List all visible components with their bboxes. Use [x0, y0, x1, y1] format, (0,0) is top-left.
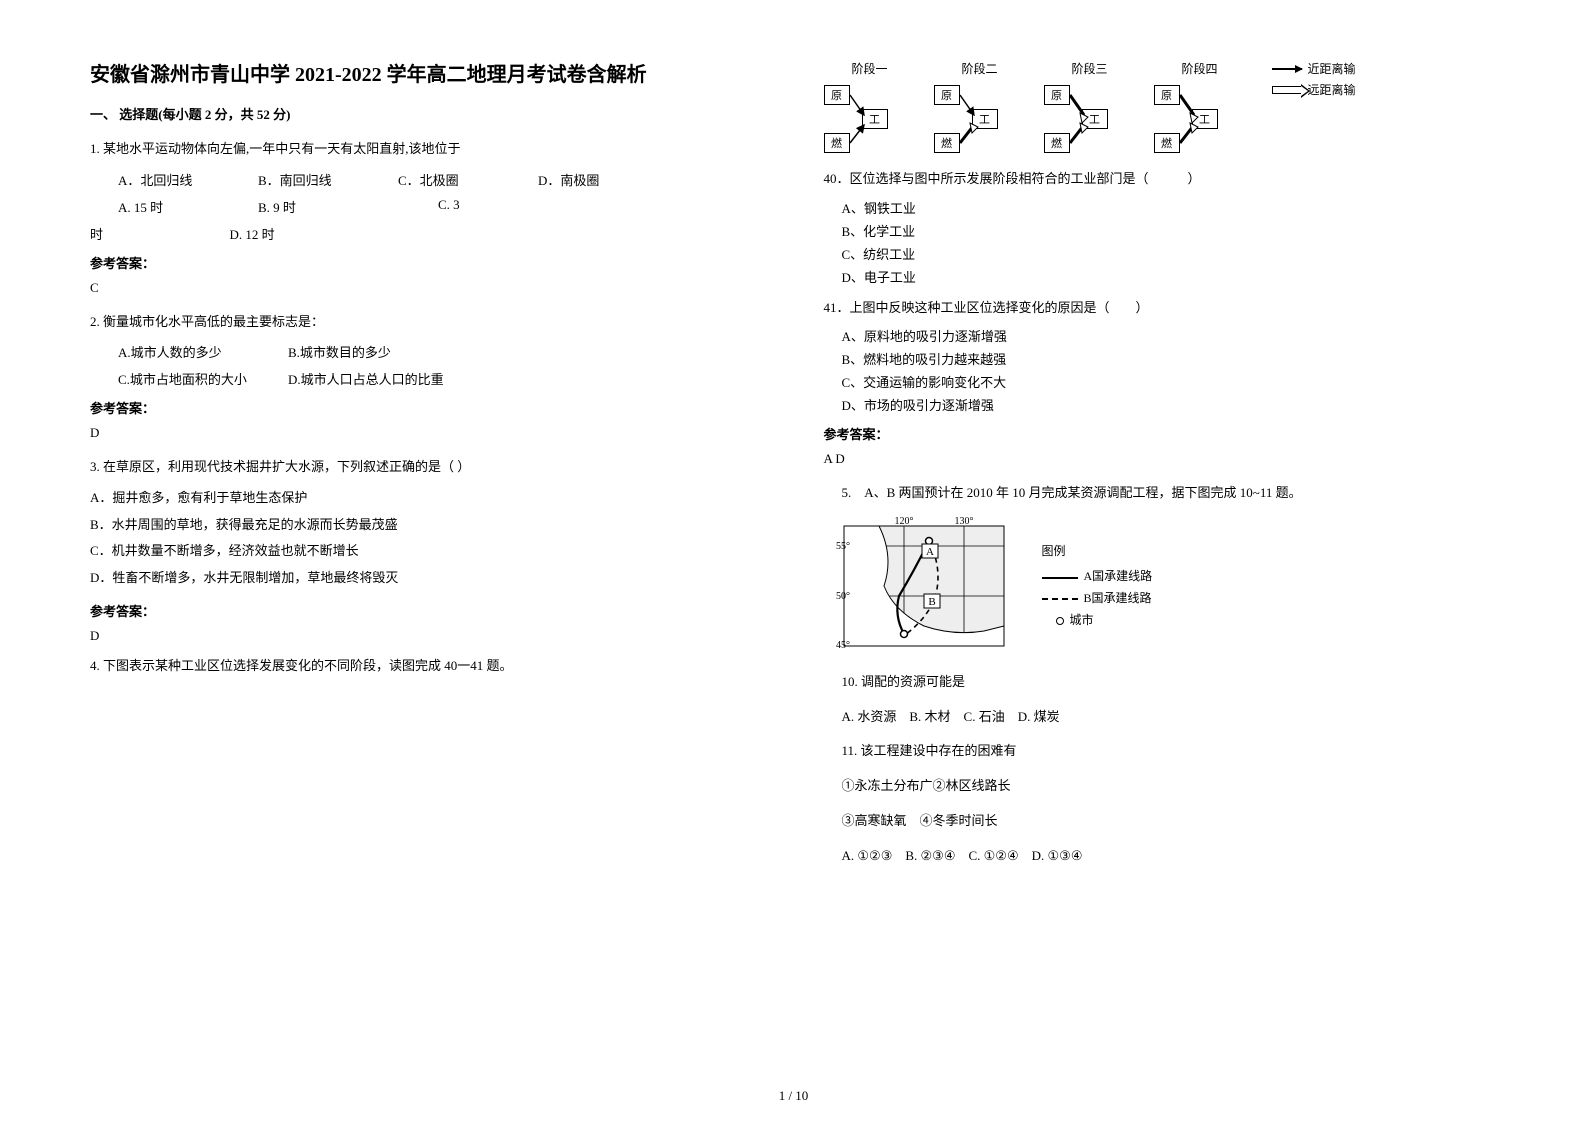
box-gong: 工 [972, 109, 998, 129]
q2-options-row1: A.城市人数的多少 B.城市数目的多少 [118, 342, 764, 361]
page-title: 安徽省滁州市青山中学 2021-2022 学年高二地理月考试卷含解析 [90, 60, 764, 90]
q1-options-row2: A. 15 时 B. 9 时 C. 3 [118, 197, 764, 216]
svg-text:55°: 55° [836, 541, 850, 552]
phase-title: 阶段三 [1071, 60, 1107, 77]
q2-stem: 2. 衡量城市化水平高低的最主要标志是： [90, 310, 764, 335]
map-legend-b: B国承建线路 [1084, 591, 1152, 605]
q2-answer: D [90, 425, 764, 441]
q1-answer: C [90, 280, 764, 296]
arrow-solid-icon [1272, 68, 1302, 70]
q11-opts: A. ①②③ B. ②③④ C. ①②④ D. ①③④ [842, 844, 1498, 869]
q3-opt-d: D．牲畜不断增多，水井无限制增加，草地最终将毁灭 [90, 566, 764, 591]
box-gong: 工 [1082, 109, 1108, 129]
q41-answer: A D [824, 451, 1498, 467]
q3-stem: 3. 在草原区，利用现代技术掘井扩大水源，下列叙述正确的是（ ） [90, 455, 764, 480]
phase-title: 阶段二 [961, 60, 997, 77]
q40-opt-b: B、化学工业 [842, 221, 1498, 240]
q1-opt-d: D．南极圈 [538, 170, 658, 189]
q1-r2-pre: 时 [90, 227, 103, 242]
svg-text:50°: 50° [836, 591, 850, 602]
phase-legend: 近距离输 远距离输 [1272, 60, 1356, 102]
solid-line-icon [1042, 577, 1078, 579]
phase-4: 阶段四 原 工 燃 [1154, 60, 1246, 155]
phase-2: 阶段二 原 工 燃 [934, 60, 1026, 155]
q5-stem: 5. A、B 两国预计在 2010 年 10 月完成某资源调配工程，据下图完成 … [842, 481, 1498, 506]
q11-line1: ①永冻土分布广②林区线路长 [842, 774, 1498, 799]
box-ran: 燃 [824, 133, 850, 153]
q2-opt-b: B.城市数目的多少 [288, 342, 408, 361]
map-legend-city: 城市 [1070, 613, 1094, 627]
q2-options-row2: C.城市占地面积的大小 D.城市人口占总人口的比重 [118, 369, 764, 388]
arrow-hollow-icon [1272, 86, 1302, 94]
q3-opt-c: C．机井数量不断增多，经济效益也就不断增长 [90, 539, 764, 564]
legend-near: 近距离输 [1308, 60, 1356, 77]
q2-opt-c: C.城市占地面积的大小 [118, 369, 268, 388]
svg-text:120°: 120° [894, 516, 913, 527]
q1-r2-a: A. 15 时 [118, 197, 238, 216]
q1-opt-a: A．北回归线 [118, 170, 238, 189]
map-svg-icon: A B 120° 130° 55° 50° 45° [834, 516, 1024, 656]
q3-opt-a: A．掘井愈多，愈有利于草地生态保护 [90, 486, 764, 511]
dash-line-icon [1042, 598, 1078, 600]
q1-options-row1: A．北回归线 B．南回归线 C．北极圈 D．南极圈 [118, 170, 764, 189]
q2-opt-d: D.城市人口占总人口的比重 [288, 369, 444, 388]
answer-label: 参考答案： [90, 601, 764, 620]
answer-label: 参考答案： [90, 398, 764, 417]
phase-title: 阶段一 [851, 60, 887, 77]
box-ran: 燃 [1154, 133, 1180, 153]
q11-stem: 11. 该工程建设中存在的困难有 [842, 739, 1498, 764]
q10-opts: A. 水资源 B. 木材 C. 石油 D. 煤炭 [842, 705, 1498, 730]
q40-opt-a: A、钢铁工业 [842, 198, 1498, 217]
map-legend-a: A国承建线路 [1084, 569, 1153, 583]
box-ran: 燃 [1044, 133, 1070, 153]
box-gong: 工 [862, 109, 888, 129]
q40-stem: 40．区位选择与图中所示发展阶段相符合的工业部门是（ ） [824, 167, 1498, 192]
section-heading: 一、 选择题(每小题 2 分，共 52 分) [90, 104, 764, 123]
q41-stem: 41．上图中反映这种工业区位选择变化的原因是（ ） [824, 296, 1498, 321]
page-footer: 1 / 10 [0, 1088, 1587, 1104]
box-yuan: 原 [1044, 85, 1070, 105]
map-label-a: A [926, 546, 934, 558]
phase-1: 阶段一 原 工 燃 [824, 60, 916, 155]
phase-3: 阶段三 原 工 燃 [1044, 60, 1136, 155]
map-figure: A B 120° 130° 55° 50° 45° 图例 A国承建线路 B国承建… [834, 516, 1498, 656]
answer-label: 参考答案： [824, 424, 1498, 443]
q2-opt-a: A.城市人数的多少 [118, 342, 268, 361]
q10-stem: 10. 调配的资源可能是 [842, 670, 1498, 695]
map-legend: 图例 A国承建线路 B国承建线路 城市 [1042, 541, 1153, 631]
q41-opt-b: B、燃料地的吸引力越来越强 [842, 349, 1498, 368]
svg-text:45°: 45° [836, 640, 850, 651]
box-yuan: 原 [1154, 85, 1180, 105]
box-gong: 工 [1192, 109, 1218, 129]
box-yuan: 原 [824, 85, 850, 105]
q1-opt-b: B．南回归线 [258, 170, 378, 189]
q1-options-row3: 时 D. 12 时 [90, 224, 764, 243]
box-yuan: 原 [934, 85, 960, 105]
q4-stem: 4. 下图表示某种工业区位选择发展变化的不同阶段，读图完成 40一41 题。 [90, 654, 764, 679]
q3-answer: D [90, 628, 764, 644]
phase-title: 阶段四 [1181, 60, 1217, 77]
circle-icon [1056, 617, 1064, 625]
q11-line2: ③高寒缺氧 ④冬季时间长 [842, 809, 1498, 834]
q40-opt-d: D、电子工业 [842, 267, 1498, 286]
legend-far: 远距离输 [1308, 81, 1356, 98]
q41-opt-c: C、交通运输的影响变化不大 [842, 372, 1498, 391]
q40-opt-c: C、纺织工业 [842, 244, 1498, 263]
q1-r2-b: B. 9 时 [258, 197, 418, 216]
answer-label: 参考答案： [90, 253, 764, 272]
box-ran: 燃 [934, 133, 960, 153]
phase-diagram: 阶段一 原 工 燃 阶段二 原 工 燃 [824, 60, 1498, 155]
q1-stem: 1. 某地水平运动物体向左偏,一年中只有一天有太阳直射,该地位于 [90, 137, 764, 162]
svg-text:130°: 130° [954, 516, 973, 527]
q1-r2-d: D. 12 时 [230, 227, 275, 242]
q41-opt-a: A、原料地的吸引力逐渐增强 [842, 326, 1498, 345]
map-label-b: B [928, 596, 935, 608]
map-legend-title: 图例 [1042, 541, 1153, 563]
q41-opt-d: D、市场的吸引力逐渐增强 [842, 395, 1498, 414]
q1-r2-c: C. 3 [438, 197, 558, 216]
q3-opt-b: B．水井周围的草地，获得最充足的水源而长势最茂盛 [90, 513, 764, 538]
q1-opt-c: C．北极圈 [398, 170, 518, 189]
